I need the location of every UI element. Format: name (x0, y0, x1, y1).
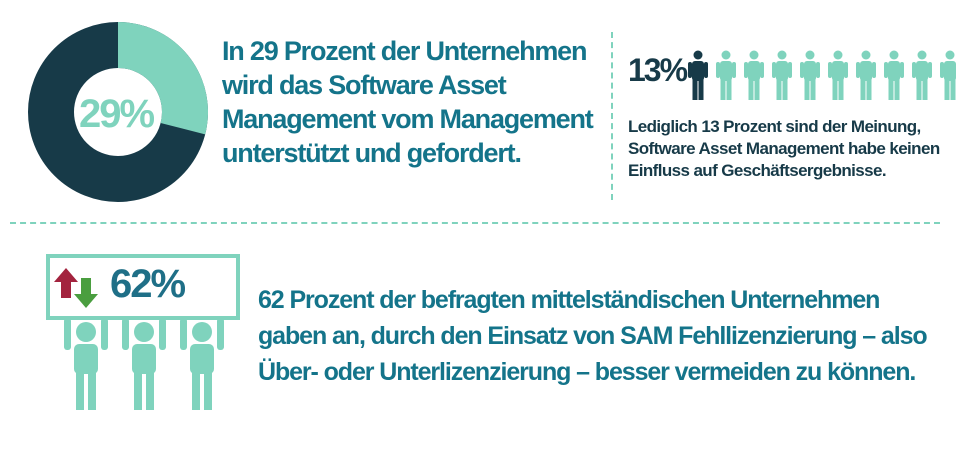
person-icon (800, 50, 820, 100)
horizontal-divider (10, 222, 940, 224)
person-icon (912, 50, 932, 100)
donut-chart (28, 22, 208, 202)
person-icon (884, 50, 904, 100)
person-icon (856, 50, 876, 100)
statement-misliscensing: 62 Prozent der befragten mittelständisch… (258, 286, 928, 386)
person-icon (772, 50, 792, 100)
vertical-divider (611, 32, 613, 200)
people-percent-label: 13% (628, 52, 688, 88)
sign-illustration (46, 254, 240, 410)
arrow-down-icon (74, 278, 98, 308)
people-icon-row (688, 50, 956, 100)
sign-board (46, 254, 240, 320)
sign-percent-label: 62% (110, 262, 186, 306)
person-icon (744, 50, 764, 100)
person-icon (716, 50, 736, 100)
person-icon (688, 50, 708, 100)
person-icon (828, 50, 848, 100)
arrow-up-icon (54, 268, 78, 298)
donut-highlight-arc (116, 22, 208, 135)
donut-percent-label: 29% (78, 92, 155, 136)
person-holding-sign-icon (180, 318, 224, 410)
person-holding-sign-icon (64, 318, 108, 410)
statement-no-influence: Lediglich 13 Prozent sind der Meinung, S… (628, 117, 940, 180)
person-icon (940, 50, 956, 100)
statement-management-support: In 29 Prozent der Unternehmen wird das S… (222, 36, 594, 168)
person-holding-sign-icon (122, 318, 166, 410)
